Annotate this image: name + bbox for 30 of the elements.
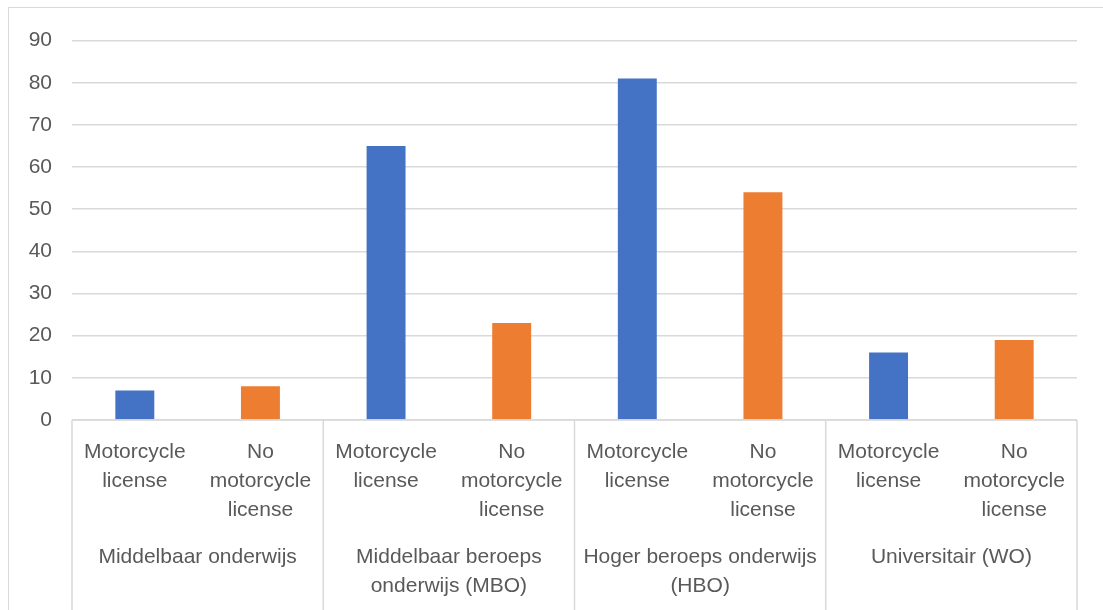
x-tick-label: Middelbaar beroeps onderwijs (MBO) — [356, 543, 542, 596]
y-tick-label: 40 — [28, 238, 52, 262]
y-tick-label: 90 — [28, 27, 52, 51]
text: Motorcycle license — [837, 438, 940, 491]
x-tick-label: Hoger beroeps onderwijs (HBO) — [583, 543, 817, 596]
series-label: Motorcycle license — [335, 438, 437, 491]
bar — [869, 352, 909, 420]
text: No motorcycle license — [963, 438, 1065, 520]
text: No motorcycle license — [460, 438, 563, 520]
text: Motorcycle license — [84, 438, 186, 491]
x-tick-label: Universitair (WO) — [870, 543, 1032, 567]
y-tick-label: 10 — [28, 364, 52, 388]
series-label: No motorcycle license — [209, 438, 312, 520]
bar — [240, 386, 280, 420]
bar — [994, 339, 1034, 420]
y-tick-label: 0 — [40, 406, 52, 430]
bar — [366, 145, 406, 420]
y-tick-label: 70 — [28, 111, 52, 135]
bar — [617, 78, 657, 420]
x-tick-label: Middelbaar onderwijs — [98, 543, 297, 567]
text: Motorcycle license — [586, 438, 689, 491]
y-tick-label: 50 — [28, 196, 52, 220]
bar — [743, 192, 783, 420]
bar — [115, 390, 155, 420]
y-tick-label: 30 — [28, 280, 52, 304]
text: No motorcycle license — [712, 438, 814, 520]
y-tick-label: 60 — [28, 153, 52, 177]
bar — [492, 323, 532, 420]
y-tick-label: 20 — [28, 322, 52, 346]
y-tick-label: 80 — [28, 69, 52, 93]
